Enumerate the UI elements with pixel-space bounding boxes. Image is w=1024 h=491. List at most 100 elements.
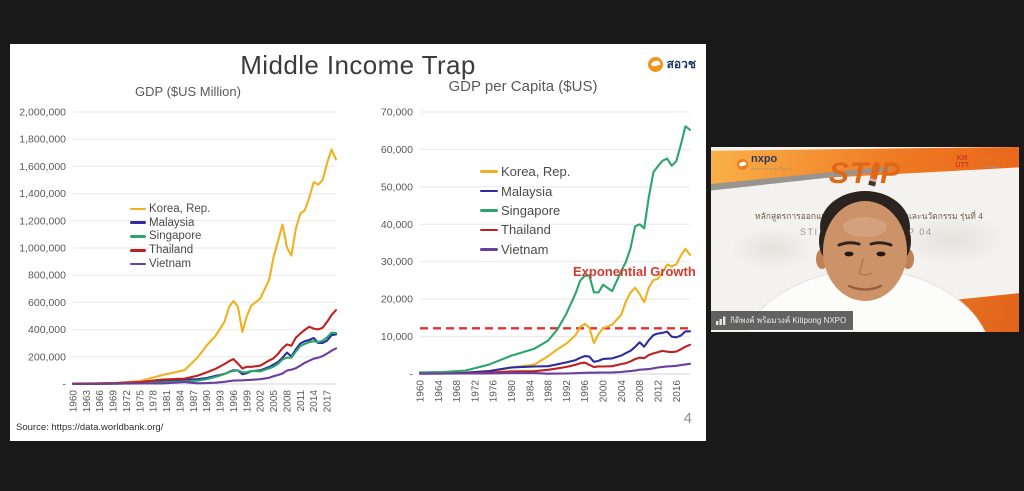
legend-label: Malaysia [149, 216, 195, 229]
legend-label: Korea, Rep. [501, 164, 571, 180]
legend-item: Vietnam [130, 257, 210, 271]
slide-title: Middle Income Trap [240, 50, 476, 80]
x-tick-label: 1969 [109, 390, 120, 413]
series-line-malaysia [71, 333, 338, 385]
legend-label: Vietnam [149, 258, 191, 271]
legend-swatch [480, 247, 498, 251]
legend-swatch [480, 189, 498, 193]
nxpo-logo-text: nxpo [751, 153, 778, 165]
legend-swatch [480, 209, 498, 212]
presenter-avatar [744, 191, 986, 332]
x-tick-label: 1968 [452, 380, 463, 403]
nxpo-thai-logo: สอวช [647, 55, 696, 74]
x-tick-label: 1978 [149, 390, 160, 413]
gdp-per-capita-chart: GDP per Capita ($US) - 10,000 20,000 30,000… [380, 78, 706, 438]
nxpo-swoosh-icon [647, 57, 663, 72]
exponential-growth-annotation: Exponential Growth [573, 264, 696, 279]
x-tick-label: 1963 [82, 390, 93, 413]
stipi-logo: STIPI ACADEMY [982, 156, 1006, 170]
series-line-singapore [71, 331, 338, 385]
x-tick-label: 1972 [470, 380, 481, 403]
stip-logo: ST P [711, 157, 1019, 191]
legend-item: Korea, Rep. [130, 202, 210, 216]
kmutt-logo: KM UTT [955, 155, 969, 169]
x-tick-label: 2008 [635, 380, 646, 403]
gdp-chart-title: GDP ($US Million) [135, 84, 241, 99]
x-tick-label: 2017 [323, 390, 334, 413]
legend-label: Korea, Rep. [149, 202, 211, 215]
legend-item: Malaysia [130, 216, 210, 230]
presentation-slide: Middle Income Trap สอวช GDP ($US Million… [10, 44, 706, 441]
x-tick-label: 2005 [269, 390, 280, 413]
x-tick-label: 2014 [309, 390, 320, 413]
legend-item: Malaysia [480, 181, 570, 200]
x-tick-label: 1976 [489, 380, 500, 403]
y-tick-label: 1,600,000 [19, 161, 66, 173]
legend-swatch [130, 248, 146, 252]
x-tick-label: 1960 [69, 390, 80, 413]
gdp-chart-plot: - 200,000 400,000 600,000 800,000 1,000,000 1,… [19, 107, 338, 413]
y-tick-label: 70,000 [381, 107, 413, 119]
y-tick-label: 1,400,000 [19, 188, 66, 200]
legend-swatch [130, 221, 146, 224]
x-tick-label: 1990 [202, 390, 213, 413]
gdp-chart: GDP ($US Million) - 200,000 400,000 600,000… [14, 84, 362, 436]
x-tick-label: 1975 [135, 390, 146, 413]
x-tick-label: 2012 [654, 380, 665, 403]
series-line-singapore [418, 125, 692, 374]
y-tick-label: 10,000 [381, 331, 413, 343]
y-tick-label: - [63, 379, 67, 391]
x-tick-label: 1996 [229, 390, 240, 413]
x-tick-label: 2011 [296, 390, 307, 412]
legend-item: Vietnam [480, 240, 570, 259]
legend-swatch [480, 170, 498, 173]
x-tick-label: 1972 [122, 390, 133, 413]
y-tick-label: 2,000,000 [19, 107, 66, 119]
x-tick-label: 1999 [242, 390, 253, 413]
legend-item: Thailand [480, 220, 570, 239]
webcam-video-tile[interactable]: nxpo สำนักงานสภานโยบาย KM UTT STIPI ACADE… [711, 147, 1019, 332]
x-tick-label: 2008 [283, 390, 294, 413]
signal-bars-icon [716, 316, 726, 325]
x-tick-label: 2016 [672, 380, 683, 403]
x-tick-label: 2004 [617, 380, 628, 403]
legend-item: Korea, Rep. [480, 162, 570, 181]
y-tick-label: 800,000 [28, 270, 66, 282]
stip-logo-st: ST [828, 157, 870, 190]
y-tick-label: 50,000 [381, 181, 413, 193]
x-tick-label: 2000 [599, 380, 610, 403]
participant-name: กิติพงค์ พร้อมวงค์ Kitipong NXPO [730, 316, 847, 325]
backdrop-caption-left: หลักสูตรการออกแบบน [755, 211, 839, 221]
y-tick-label: 1,000,000 [19, 243, 66, 255]
x-tick-label: 1996 [580, 380, 591, 403]
x-tick-label: 1988 [544, 380, 555, 403]
stipi-logo-text: STIPI [982, 156, 1006, 165]
backdrop-nxpo-logo: nxpo สำนักงานสภานโยบาย [737, 154, 792, 174]
x-tick-label: 1984 [525, 380, 536, 403]
legend-label: Malaysia [501, 183, 553, 199]
kmutt-logo-line1: KM [956, 155, 968, 162]
x-tick-label: 1987 [189, 390, 200, 413]
nxpo-thai-logo-text: สอวช [666, 57, 696, 71]
page-number: 4 [683, 410, 692, 427]
y-tick-label: 40,000 [381, 219, 413, 231]
source-text: Source: https://data.worldbank.org/ [16, 422, 164, 433]
legend-label: Singapore [501, 202, 561, 218]
legend-label: Thailand [501, 222, 551, 238]
y-tick-label: 200,000 [28, 351, 66, 363]
legend-item: Singapore [480, 201, 570, 220]
x-tick-label: 1993 [216, 390, 227, 413]
gdp-chart-legend: Korea, Rep. Malaysia Singapore Thailand Viet… [130, 202, 210, 271]
nxpo-logo-subtext: สำนักงานสภานโยบาย [751, 167, 793, 171]
x-tick-label: 2002 [256, 390, 267, 413]
stipi-logo-subtext: ACADEMY [982, 165, 1000, 169]
y-tick-label: 1,800,000 [19, 134, 66, 146]
nxpo-dot-icon [737, 158, 748, 170]
backdrop-caption-right: โลยีและนวัตกรรม รุ่นที่ 4 [891, 211, 983, 221]
series-line-vietnam [71, 347, 338, 385]
y-tick-label: 60,000 [381, 144, 413, 156]
legend-swatch [130, 207, 146, 211]
series-line-vietnam [418, 362, 692, 375]
legend-item: Singapore [130, 230, 210, 244]
